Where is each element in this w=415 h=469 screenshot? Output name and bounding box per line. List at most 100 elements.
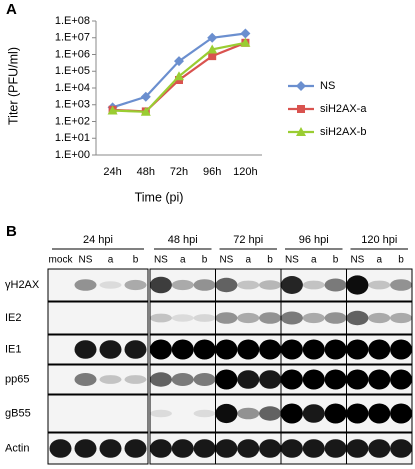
group-label: 96 hpi xyxy=(299,234,329,246)
y-tick-label: 1.E+00 xyxy=(55,149,90,161)
data-point xyxy=(240,37,251,47)
blot-band xyxy=(302,280,325,290)
lane-label: a xyxy=(180,255,186,266)
blot-membrane xyxy=(149,394,216,433)
lane-label: a xyxy=(245,255,251,266)
lane-label: b xyxy=(267,255,273,266)
blot-band xyxy=(259,439,282,458)
lane-label: b xyxy=(133,255,139,266)
blot-band xyxy=(390,439,413,458)
group-label: 48 hpi xyxy=(168,234,198,246)
blot-band xyxy=(149,372,172,387)
legend-label: siH2AX-b xyxy=(320,126,366,138)
blot-band xyxy=(368,403,391,424)
blot-band xyxy=(124,340,147,359)
y-tick-label: 1.E+02 xyxy=(55,115,90,127)
blot-band xyxy=(324,312,347,324)
blot-band xyxy=(324,369,347,390)
blot-band xyxy=(390,339,413,360)
blot-band xyxy=(368,339,391,360)
blot-band xyxy=(302,312,325,324)
blot-band xyxy=(124,279,147,291)
y-tick-label: 1.E+01 xyxy=(55,132,90,144)
blot-band xyxy=(215,312,238,324)
blot-band xyxy=(74,340,97,359)
blot-band xyxy=(237,407,260,420)
legend-marker xyxy=(296,127,306,136)
legend-marker xyxy=(296,81,306,91)
y-tick-label: 1.E+05 xyxy=(55,65,90,77)
blot-band xyxy=(302,369,325,390)
blot-band xyxy=(259,339,282,360)
blot-band xyxy=(74,439,97,458)
blot-membrane xyxy=(47,364,149,395)
blot-band xyxy=(74,279,97,291)
data-point xyxy=(140,91,151,102)
blot-band xyxy=(324,278,347,292)
blot-band xyxy=(149,409,172,418)
blot-band xyxy=(259,312,282,324)
x-tick-label: 24h xyxy=(103,166,121,178)
x-axis-title: Time (pi) xyxy=(135,190,184,204)
blot-band xyxy=(346,439,369,458)
lane-label: NS xyxy=(154,255,168,266)
blot-band xyxy=(368,312,391,324)
blot-band xyxy=(74,373,97,386)
lane-label: NS xyxy=(285,255,299,266)
blot-band xyxy=(149,313,172,323)
blot-band xyxy=(99,439,122,458)
row-label: IE2 xyxy=(5,312,22,324)
y-tick-label: 1.E+06 xyxy=(55,48,90,60)
row-label: IE1 xyxy=(5,343,22,355)
blot-band xyxy=(368,280,391,290)
lane-label: b xyxy=(333,255,339,266)
blot-membrane xyxy=(47,301,149,335)
legend-label: siH2AX-a xyxy=(320,103,367,115)
series-line xyxy=(112,32,246,109)
data-point xyxy=(140,106,151,116)
blot-band xyxy=(259,406,282,421)
blot-band xyxy=(390,279,413,291)
data-point xyxy=(174,71,184,81)
blot-band xyxy=(346,339,369,360)
blot-band xyxy=(149,276,172,294)
blot-band xyxy=(368,439,391,458)
blot-band xyxy=(302,439,325,458)
blot-band xyxy=(215,277,238,293)
blot-band xyxy=(280,276,303,294)
blot-band xyxy=(215,403,238,424)
data-point xyxy=(107,105,118,115)
y-axis-title: Titer (PFU/ml) xyxy=(6,47,20,125)
blot-band xyxy=(280,339,303,360)
blot-band xyxy=(324,439,347,458)
blot-band xyxy=(237,339,260,360)
blot-band xyxy=(215,369,238,390)
group-label: 72 hpi xyxy=(233,234,263,246)
row-label: gB55 xyxy=(5,407,31,419)
lane-label: NS xyxy=(79,255,93,266)
y-tick-label: 1.E+08 xyxy=(55,15,90,27)
lane-label: NS xyxy=(219,255,233,266)
blot-band xyxy=(49,439,72,458)
x-tick-label: 120h xyxy=(233,166,257,178)
blot-band xyxy=(324,339,347,360)
blot-band xyxy=(193,314,216,322)
data-point xyxy=(174,56,184,67)
blot-band xyxy=(237,370,260,389)
blot-band xyxy=(193,279,216,291)
legend-label: NS xyxy=(320,80,335,92)
group-label: 24 hpi xyxy=(83,234,113,246)
blot-band xyxy=(324,403,347,424)
blot-band xyxy=(237,439,260,458)
blot-band xyxy=(280,369,303,390)
blot-band xyxy=(171,314,194,322)
panel-label: A xyxy=(6,1,17,18)
row-label: pp65 xyxy=(5,373,29,385)
data-point xyxy=(208,52,217,61)
x-tick-label: 72h xyxy=(170,166,188,178)
blot-band xyxy=(215,439,238,458)
data-point xyxy=(207,44,218,54)
blot-band xyxy=(346,275,369,295)
blot-band xyxy=(390,312,413,324)
